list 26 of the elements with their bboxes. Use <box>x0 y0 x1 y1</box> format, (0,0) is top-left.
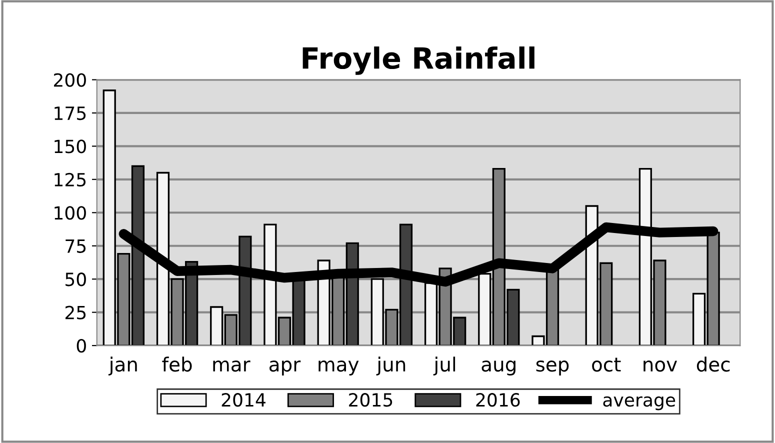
chart-title: Froyle Rainfall <box>302 46 534 75</box>
y-tick-label: 50 <box>66 272 86 286</box>
x-tick-label: may <box>318 360 359 376</box>
x-tick-label: nov <box>644 360 678 372</box>
x-tick-label: oct <box>592 358 621 372</box>
y-tick-label: 100 <box>54 206 86 220</box>
legend-label: 2014 <box>222 393 266 407</box>
x-tick-label: dec <box>696 356 730 372</box>
y-tick-label: 125 <box>54 172 86 187</box>
y-tick-label: 150 <box>54 140 86 154</box>
y-tick-label: 175 <box>54 106 86 120</box>
x-tick-label: aug <box>482 360 516 376</box>
legend-label: 2015 <box>349 393 392 407</box>
x-tick-label: jan <box>108 356 137 376</box>
legend-label: average <box>603 396 676 410</box>
x-tick-label: sep <box>536 360 569 376</box>
y-tick-label: 0 <box>76 339 86 353</box>
x-tick-label: mar <box>213 360 250 372</box>
x-tick-label: apr <box>270 360 301 376</box>
x-tick-label: jul <box>433 356 456 376</box>
y-tick-label: 75 <box>66 240 86 253</box>
x-tick-label: jun <box>376 356 406 376</box>
y-tick-label: 200 <box>54 73 86 87</box>
y-tick-label: 25 <box>66 306 86 320</box>
legend-label: 2016 <box>476 393 520 407</box>
x-tick-label: feb <box>162 356 192 372</box>
